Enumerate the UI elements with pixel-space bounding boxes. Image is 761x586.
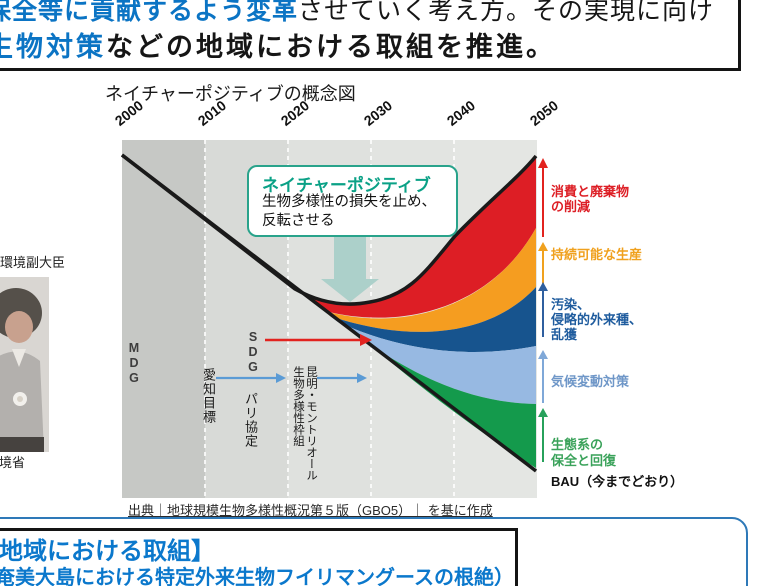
banner-line2-highlight: 生物対策 (0, 32, 106, 62)
banner-line1-rest: させていく考え方。その実現に向け (298, 0, 715, 25)
top-banner-box (0, 0, 741, 71)
sdg-arrow (265, 334, 372, 346)
milestone-sdg: SDG (246, 330, 260, 375)
legend-arrow-green (538, 408, 548, 462)
chart-title: ネイチャーポジティブの概念図 (105, 84, 356, 104)
banner-line1-highlight: 保全等に貢献するよう変革 (0, 0, 299, 25)
callout-body: 生物多様性の損失を止め、 反転させる (262, 194, 436, 229)
callout-title: ネイチャーポジティブ (262, 176, 431, 195)
person-portrait-icon (0, 277, 49, 452)
banner-line2-rest: などの地域における取組を推進。 (106, 32, 556, 62)
wedge-label-ecosystem-restore: 生態系の 保全と回復 (551, 437, 617, 468)
wedge-pollution-invasive (330, 287, 536, 353)
source-caption: 出典｜地球規模生物多様性概況第５版（GBO5）｜ を基に作成 (128, 503, 493, 518)
wedge-climate-action (338, 322, 536, 404)
aichi-arrow (216, 373, 286, 383)
photo-caption-ministry: 環境省 (0, 455, 26, 470)
nature-positive-callout: ネイチャーポジティブ 生物多様性の損失を止め、 反転させる (247, 165, 458, 237)
recovery-curve (120, 153, 538, 306)
nature-positive-arrow-icon (321, 237, 379, 302)
wedge-label-sustainable-production: 持続可能な生産 (551, 247, 643, 262)
milestone-aichi: 愛知目標 (201, 368, 216, 424)
wedge-label-climate-action: 気候変動対策 (551, 374, 630, 389)
banner-line-1: 保全等に貢献するよう変革させていく考え方。その実現に向け (0, 0, 714, 27)
kunming-arrow (317, 373, 367, 383)
legend-arrow-red (538, 158, 548, 237)
wedge-consumption-waste (295, 156, 536, 318)
wedge-label-pollution-invasive: 汚染、 侵略的外来種、 乱獲 (551, 297, 643, 342)
bottom-heading-box (0, 528, 518, 586)
milestone-kunming: 昆明・モントリオール生物多様性枠組 (292, 366, 317, 481)
photo-caption-vice-minister: 環境副大臣 (0, 255, 66, 270)
wedge-label-consumption-waste: 消費と廃棄物 の削減 (551, 184, 630, 214)
bottom-heading: 【地域における取組】 (0, 538, 215, 565)
bottom-subheading: （奄美大島における特定外来生物フイリマングースの根絶） (0, 567, 514, 586)
band-2000s (122, 140, 205, 498)
milestone-paris: パリ協定 (243, 392, 258, 448)
legend-arrow-orange (538, 242, 548, 285)
milestone-mdg: MDG (127, 341, 141, 386)
legend-arrow-darkblue (538, 282, 548, 337)
legend-arrow-lightblue (538, 350, 548, 403)
bau-label: BAU（今までどおり） (551, 474, 684, 489)
wedge-sustainable-production (325, 228, 536, 332)
banner-line-2: 生物対策などの地域における取組を推進。 (0, 25, 556, 64)
official-photo (0, 277, 49, 452)
